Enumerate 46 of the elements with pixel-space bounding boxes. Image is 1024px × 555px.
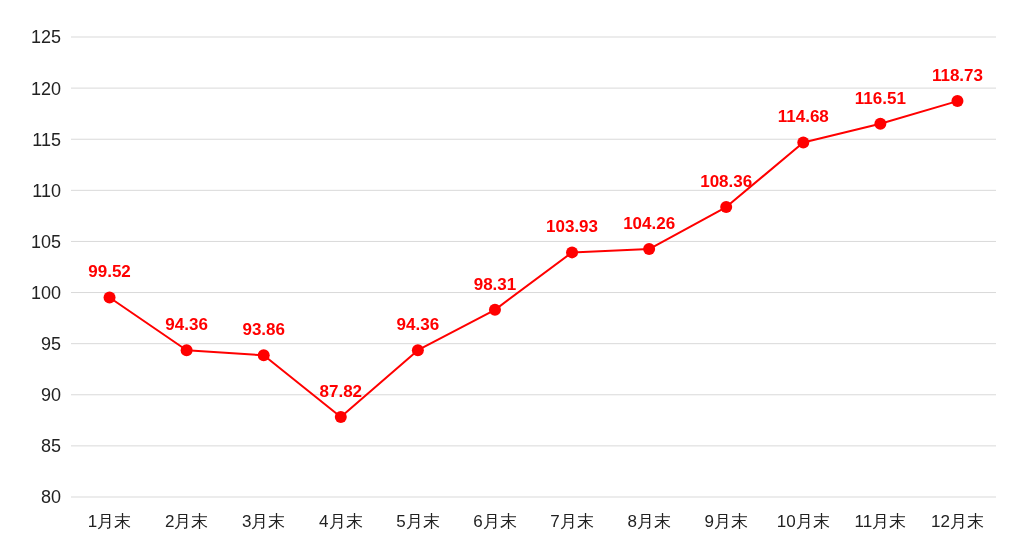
y-tick-label: 95 (40, 334, 61, 355)
x-tick-label: 10月末 (776, 512, 830, 532)
point (103, 291, 116, 304)
y-tick-label: 120 (30, 78, 61, 99)
y-tick-label: 100 (30, 282, 61, 303)
point (797, 136, 810, 149)
y-tick-label: 85 (40, 436, 61, 457)
point (488, 303, 501, 316)
point (643, 243, 656, 256)
x-tick-label: 12月末 (931, 512, 984, 532)
data-label: 116.51 (854, 88, 906, 108)
point (951, 95, 964, 108)
y-tick-label: 90 (40, 385, 61, 406)
x-tick-label: 1月末 (87, 512, 132, 532)
point (411, 344, 424, 357)
point (180, 344, 193, 357)
point (720, 201, 733, 214)
data-label: 94.36 (165, 315, 208, 335)
x-tick-label: 4月末 (319, 512, 363, 532)
x-tick-label: 11月末 (854, 512, 907, 532)
x-tick-label: 9月末 (704, 512, 748, 532)
y-tick-label: 125 (30, 27, 61, 48)
point (874, 117, 887, 130)
y-tick-label: 115 (32, 129, 61, 150)
data-label: 104.26 (623, 214, 676, 234)
x-tick-label: 5月末 (396, 512, 440, 532)
data-label: 99.52 (88, 262, 131, 282)
point (566, 246, 579, 259)
x-tick-label: 7月末 (550, 512, 594, 532)
x-tick-label: 3月末 (241, 512, 286, 532)
x-tick-label: 6月末 (473, 512, 517, 532)
data-label: 94.36 (396, 315, 440, 335)
data-label: 87.82 (319, 382, 363, 402)
point (257, 349, 270, 362)
data-label: 114.68 (777, 107, 829, 127)
data-label: 93.86 (242, 320, 285, 340)
point (334, 411, 347, 424)
data-label: 118.73 (931, 66, 983, 86)
y-tick-label: 105 (30, 231, 61, 252)
y-tick-label: 80 (40, 487, 61, 508)
x-tick-label: 8月末 (627, 512, 671, 532)
y-tick-label: 110 (32, 180, 61, 201)
data-label: 98.31 (473, 274, 517, 294)
data-label: 108.36 (700, 172, 753, 192)
x-tick-label: 2月末 (164, 512, 209, 532)
data-label: 103.93 (546, 217, 599, 237)
